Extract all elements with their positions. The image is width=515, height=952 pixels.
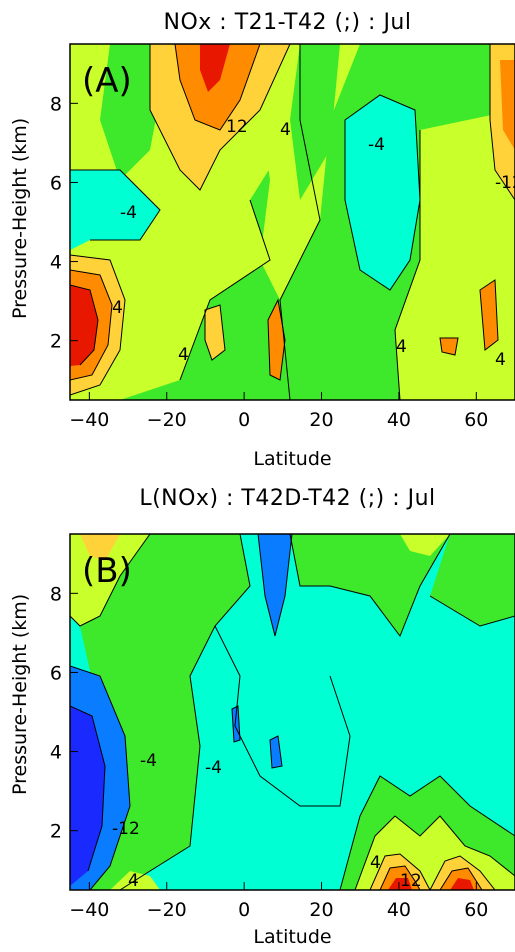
panel-tag: (B) bbox=[82, 551, 132, 591]
y-tick-label: 2 bbox=[50, 331, 62, 353]
contour-label: 4 bbox=[495, 350, 506, 370]
y-tick-label: 2 bbox=[50, 821, 62, 843]
region-neg bbox=[258, 534, 292, 636]
y-tick-label: 4 bbox=[50, 742, 62, 764]
region-neg bbox=[345, 95, 420, 290]
contour-label: 4 bbox=[128, 871, 139, 891]
x-tick-label: 20 bbox=[309, 409, 333, 431]
x-tick-label: 40 bbox=[387, 899, 411, 921]
plot-frame bbox=[69, 533, 515, 891]
contour-label: 12 bbox=[400, 871, 422, 891]
contour-label: 4 bbox=[178, 345, 189, 365]
x-tick-label: 60 bbox=[464, 899, 488, 921]
panel-tag: (A) bbox=[82, 61, 132, 101]
contour-label: -12 bbox=[112, 819, 140, 839]
y-tick-label: 6 bbox=[50, 172, 62, 194]
x-tick-label: −40 bbox=[69, 409, 109, 431]
x-tick-label: 0 bbox=[238, 899, 250, 921]
y-tick-label: 8 bbox=[50, 93, 62, 115]
x-tick-label: 40 bbox=[387, 409, 411, 431]
region-max bbox=[388, 878, 412, 890]
region-neg bbox=[70, 170, 160, 250]
contour-label: 4 bbox=[112, 298, 123, 318]
x-tick-label: −40 bbox=[69, 899, 109, 921]
region-high bbox=[175, 44, 260, 130]
x-axis-label: Latitude bbox=[253, 448, 332, 470]
x-tick-label: −20 bbox=[147, 899, 187, 921]
contour-label: -4 bbox=[140, 751, 157, 771]
x-tick-label: 20 bbox=[309, 899, 333, 921]
region-low-pos bbox=[400, 534, 450, 556]
region-max bbox=[450, 878, 474, 890]
panel-b: L(NOx) : T42D-T42 (;) : Jul Pressure-Hei… bbox=[0, 476, 515, 952]
contour-label: -4 bbox=[368, 135, 385, 155]
y-tick-label: 4 bbox=[50, 252, 62, 274]
panel-a: NOx : T21-T42 (;) : Jul Pressure-Height … bbox=[9, 10, 515, 470]
contour-label: 4 bbox=[370, 853, 381, 873]
contour-label: 4 bbox=[280, 120, 291, 140]
region-high bbox=[500, 60, 515, 150]
plot-frame bbox=[69, 43, 515, 401]
region-max bbox=[70, 285, 98, 366]
region-high bbox=[440, 338, 458, 355]
region-pos bbox=[205, 305, 225, 360]
x-tick-label: −20 bbox=[147, 409, 187, 431]
x-tick-label: 60 bbox=[464, 409, 488, 431]
contour-label: -4 bbox=[205, 758, 222, 778]
y-tick-label: 8 bbox=[50, 583, 62, 605]
region-pos bbox=[80, 534, 120, 561]
x-axis-label: Latitude bbox=[253, 926, 332, 948]
contour-plot: -4 -4 -12 4 4 12 (B) −40 −20 0 20 40 60 2 4 6 8 bbox=[50, 533, 515, 921]
region-high bbox=[268, 300, 285, 380]
region-high bbox=[480, 280, 498, 350]
contour-label: 12 bbox=[226, 117, 248, 137]
contour-label: -4 bbox=[120, 203, 137, 223]
region-zero bbox=[430, 534, 515, 626]
region-min bbox=[70, 706, 105, 886]
contour-label: 4 bbox=[396, 337, 407, 357]
region-zero bbox=[290, 44, 340, 200]
region-max bbox=[200, 44, 230, 92]
y-tick-label: 6 bbox=[50, 662, 62, 684]
x-tick-label: 0 bbox=[238, 409, 250, 431]
contour-plot: 12 4 -4 -4 -12 4 4 4 4 (A) −40 −20 0 20 40 60… bbox=[50, 43, 515, 431]
chart-title: NOx : T21-T42 (;) : Jul bbox=[163, 10, 412, 35]
contour-label: -12 bbox=[495, 173, 515, 193]
region-low-pos bbox=[70, 534, 150, 626]
chart-title: L(NOx) : T42D-T42 (;) : Jul bbox=[139, 486, 436, 511]
